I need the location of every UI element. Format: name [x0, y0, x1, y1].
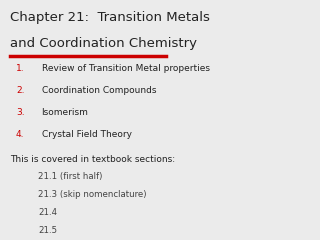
Text: 21.3 (skip nomenclature): 21.3 (skip nomenclature) [38, 190, 147, 199]
Text: Coordination Compounds: Coordination Compounds [42, 86, 156, 95]
Text: 21.5: 21.5 [38, 226, 58, 235]
Text: 3.: 3. [16, 108, 25, 117]
Text: Crystal Field Theory: Crystal Field Theory [42, 130, 132, 139]
Text: This is covered in textbook sections:: This is covered in textbook sections: [10, 155, 175, 164]
Text: 4.: 4. [16, 130, 25, 139]
Text: 1.: 1. [16, 64, 25, 72]
Text: Review of Transition Metal properties: Review of Transition Metal properties [42, 64, 210, 72]
Text: and Coordination Chemistry: and Coordination Chemistry [10, 37, 196, 50]
Text: Chapter 21:  Transition Metals: Chapter 21: Transition Metals [10, 11, 210, 24]
Text: 2.: 2. [16, 86, 25, 95]
Text: 21.4: 21.4 [38, 208, 58, 217]
Text: 21.1 (first half): 21.1 (first half) [38, 172, 103, 181]
Text: Isomerism: Isomerism [42, 108, 88, 117]
